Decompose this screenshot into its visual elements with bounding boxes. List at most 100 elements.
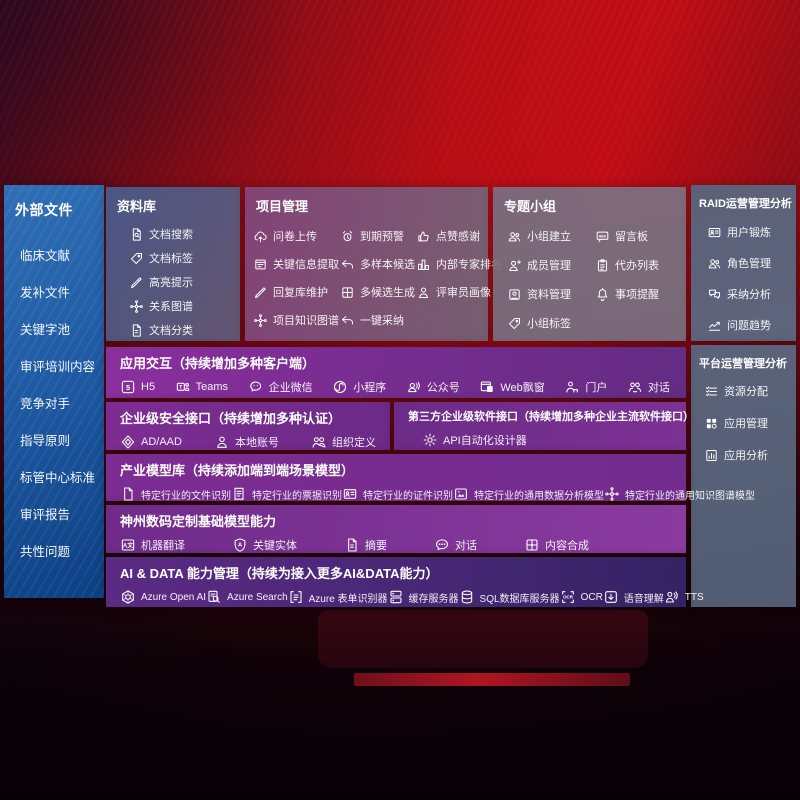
base-models-items: A文 机器翻译 A 关键实体 摘要 对话 内容合成 — [120, 537, 674, 553]
feature-item: 应用分析 — [704, 447, 796, 463]
feature-item: 关键字池 — [20, 319, 104, 338]
feature-label: 内容合成 — [545, 540, 589, 552]
laptop-silhouette — [318, 610, 648, 686]
chat-icon — [434, 537, 450, 553]
raid-analysis-panel: RAID运营管理分析 用户锻炼 角色管理 采纳分析 问题趋势 — [691, 185, 796, 341]
feature-label: 小组标签 — [527, 318, 571, 330]
project-management-panel: 项目管理 问卷上传 到期预警 点赞感谢 关键信息提取 多样本候选 内部专家排名 回复库维护 多… — [245, 187, 502, 341]
feature-label: API自动化设计器 — [443, 435, 527, 447]
feature-label: AD/AAD — [141, 436, 182, 448]
raid-analysis-title: RAID运营管理分析 — [699, 198, 792, 210]
thirdparty-interface-items: API自动化设计器 — [408, 432, 674, 448]
feature-item: A文 机器翻译 — [120, 537, 185, 553]
feature-label: 代办列表 — [615, 260, 659, 272]
feature-item: 多候选生成 — [340, 284, 416, 300]
feature-label: 关键实体 — [253, 540, 297, 552]
feature-item: 组织定义 — [311, 434, 376, 450]
feature-item: T Teams — [175, 379, 228, 395]
feature-label: 问题趋势 — [727, 320, 771, 332]
thirdparty-interface-band: 第三方企业级软件接口（持续增加多种企业主流软件接口） API自动化设计器 — [394, 402, 694, 450]
feature-label: 文档标签 — [149, 253, 193, 265]
feature-label: 特定行业的文件识别 — [141, 490, 231, 502]
feature-label: 对话 — [455, 540, 477, 552]
project-management-items: 问卷上传 到期预警 点赞感谢 关键信息提取 多样本候选 内部专家排名 回复库维护 多候选生成 评… — [245, 215, 502, 328]
industry-models-items: 特定行业的文件识别 特定行业的票据识别 特定行业的证件识别 特定行业的通用数据分析模型… — [120, 486, 755, 502]
feature-label: 文档分类 — [149, 325, 193, 337]
feature-label: 成员管理 — [527, 260, 571, 272]
feature-item: 文档分类 — [129, 322, 240, 338]
feature-label: 关键信息提取 — [273, 259, 339, 271]
library-panel: 资料库 文档搜索 文档标签 高亮提示 关系图谱 文档分类 — [106, 187, 240, 341]
feature-label: 对话 — [647, 382, 670, 394]
tts-icon — [664, 589, 680, 605]
feature-label: 门户 — [585, 382, 608, 394]
feature-item: 成员管理 — [507, 257, 595, 273]
feature-item: 项目知识图谱 — [253, 312, 340, 328]
feature-item: 文档搜索 — [129, 226, 240, 242]
external-files-list: 临床文献 发补文件 关键字池 审评培训内容 竞争对手 指导原则 标管中心标准 审评报告 共性问题 — [4, 220, 104, 560]
raid-analysis-items: 用户锻炼 角色管理 采纳分析 问题趋势 — [691, 211, 796, 333]
svg-text:5: 5 — [126, 383, 130, 392]
feature-label: 企业微信 — [268, 382, 313, 394]
network-icon — [604, 486, 620, 502]
form-icon — [288, 589, 304, 605]
topic-groups-panel: 专题小组 小组建立 BBS 留言板 成员管理 代办列表 资料管理 事项提醒 小组标签 — [493, 187, 686, 341]
reply-icon — [340, 313, 355, 328]
feature-label: 应用管理 — [724, 418, 768, 430]
feature-label: Azure Search — [227, 591, 288, 603]
official-icon — [406, 379, 422, 395]
feature-item: A 关键实体 — [232, 537, 297, 553]
teams-icon: T — [175, 379, 191, 395]
podium-icon — [416, 257, 431, 272]
network-icon — [253, 313, 268, 328]
person-icon — [416, 285, 431, 300]
feature-label: 语音理解 — [623, 593, 664, 605]
feature-label: 评审员画像 — [436, 287, 491, 299]
feature-label: 公众号 — [426, 382, 460, 394]
svg-text:A文: A文 — [123, 542, 134, 550]
feature-label: 特定行业的通用数据分析模型 — [474, 490, 604, 502]
feature-label: Teams — [195, 381, 229, 393]
feature-item: 问题趋势 — [707, 317, 796, 333]
feature-item: 5 H5 — [120, 379, 155, 395]
feature-label: H5 — [141, 381, 156, 393]
feature-item: 一键采纳 — [340, 312, 416, 328]
feature-item: 小组标签 — [507, 315, 595, 331]
wechat-icon — [248, 379, 264, 395]
feature-item: 语音理解 — [603, 589, 664, 605]
feature-item: 对话 — [627, 379, 670, 395]
feature-item: 点赞感谢 — [416, 228, 502, 244]
feature-label: 应用分析 — [724, 450, 768, 462]
pencil-icon — [129, 275, 144, 290]
id-card-icon — [342, 486, 358, 502]
feature-item: 内部专家排名 — [416, 256, 502, 272]
feature-item: 缓存服务器 — [388, 589, 459, 605]
feature-item: 特定行业的证件识别 — [342, 486, 453, 502]
feature-item: Azure 表单识别器 — [288, 589, 388, 605]
clipboard-icon — [595, 258, 610, 273]
feature-label: 特定行业的票据识别 — [252, 490, 342, 502]
feature-item: 评审员画像 — [416, 284, 502, 300]
laptop-glow-bar — [354, 673, 630, 686]
server-icon — [388, 589, 404, 605]
grid-icon — [704, 416, 719, 431]
ocr-icon: OCR — [560, 589, 576, 605]
feature-item: 采纳分析 — [707, 286, 796, 302]
h5-icon: 5 — [120, 379, 136, 395]
feature-label: 到期预警 — [360, 231, 404, 243]
feature-label: 角色管理 — [727, 258, 771, 270]
feature-label: 问卷上传 — [273, 231, 317, 243]
feature-item: Web飘窗 — [479, 379, 545, 395]
feature-label: 特定行业的证件识别 — [363, 490, 453, 502]
feature-label: 点赞感谢 — [436, 231, 480, 243]
feature-item: 特定行业的通用数据分析模型 — [453, 486, 604, 502]
thumbs-up-icon — [416, 229, 431, 244]
feature-item: 资料管理 — [507, 286, 595, 302]
openai-icon — [120, 589, 136, 605]
feature-item: 小程序 — [332, 379, 386, 395]
feature-item: OCR OCR — [560, 589, 603, 605]
topic-groups-items: 小组建立 BBS 留言板 成员管理 代办列表 资料管理 事项提醒 小组标签 — [493, 215, 686, 331]
doc-lines-icon — [344, 537, 360, 553]
external-files-panel: 外部文件 临床文献 发补文件 关键字池 审评培训内容 竞争对手 指导原则 标管中心标准 审评报… — [4, 185, 104, 598]
ai-data-items: Azure Open AI Azure Search Azure 表单识别器 缓存服务… — [120, 589, 704, 605]
